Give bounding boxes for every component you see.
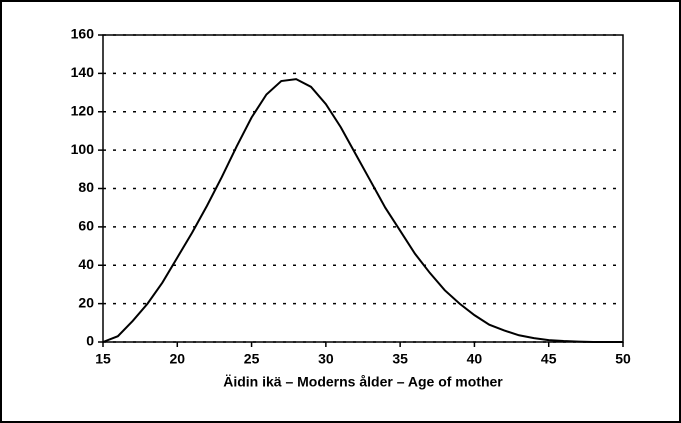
y-tick-label: 0 — [86, 333, 94, 349]
y-tick-label: 120 — [71, 102, 95, 118]
x-tick-label: 15 — [95, 351, 111, 367]
y-tick-label: 140 — [71, 64, 95, 80]
x-tick-label: 40 — [467, 351, 483, 367]
y-tick-label: 40 — [78, 256, 94, 272]
x-tick-label: 25 — [244, 351, 260, 367]
plot-area — [102, 34, 624, 343]
y-tick-label: 100 — [71, 141, 95, 157]
x-tick-label: 35 — [392, 351, 408, 367]
y-tick-label: 20 — [78, 294, 94, 310]
y-tick-label: 60 — [78, 218, 94, 234]
x-tick-label: 20 — [169, 351, 185, 367]
y-tick-label: 160 — [71, 26, 95, 42]
line — [102, 78, 623, 343]
x-tick-label: 30 — [318, 351, 334, 367]
x-axis-label: Äidin ikä – Moderns ålder – Age of mothe… — [223, 374, 503, 390]
x-tick-label: 50 — [615, 351, 631, 367]
y-tick-label: 80 — [78, 179, 94, 195]
x-tick-label: 45 — [541, 351, 557, 367]
